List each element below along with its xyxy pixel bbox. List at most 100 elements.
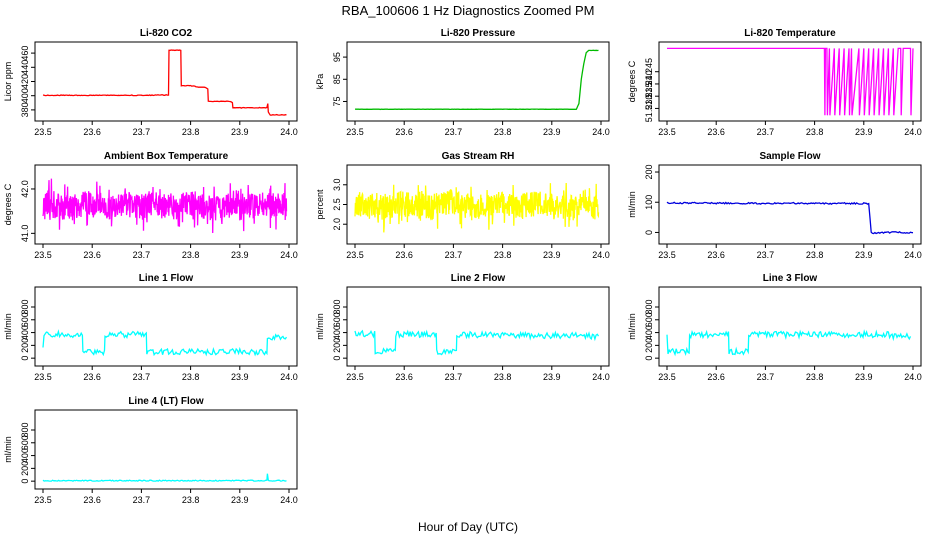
y-tick-label: 400 (20, 88, 30, 103)
panel-7: Line 1 Flow ml/min 23.5 23.6 23.7 23.8 23.9 24.… (3, 273, 298, 382)
x-tick-label: 23.5 (346, 372, 364, 382)
y-tick-label: 600 (332, 312, 342, 327)
y-axis-label: ml/min (3, 436, 13, 463)
x-tick-label: 23.6 (83, 495, 101, 505)
x-tick-label: 23.5 (658, 372, 676, 382)
x-tick-label: 23.6 (395, 127, 413, 137)
x-tick-label: 24.0 (592, 250, 610, 260)
y-tick-label: 800 (20, 422, 30, 437)
x-tick-label: 23.8 (182, 250, 200, 260)
y-tick-label: 400 (20, 448, 30, 463)
x-tick-label: 23.9 (231, 372, 249, 382)
x-tick-label: 23.8 (494, 127, 512, 137)
panel-title: Li-820 CO2 (140, 28, 193, 39)
x-tick-label: 23.6 (707, 250, 725, 260)
panel-2: Li-820 Pressure kPa 23.5 23.6 23.7 23.8 23.9 24… (315, 28, 610, 137)
y-tick-label: 51.230 (644, 95, 654, 123)
panel-title: Line 4 (LT) Flow (128, 396, 204, 407)
x-tick-label: 24.0 (280, 250, 298, 260)
y-tick-label: 800 (332, 299, 342, 314)
x-tick-label: 23.8 (182, 372, 200, 382)
y-axis-label: percent (315, 189, 325, 220)
y-tick-label: 2.0 (332, 218, 342, 231)
x-tick-label: 23.5 (34, 372, 52, 382)
panel-4: Ambient Box Temperature degrees C 23.5 23.6… (3, 151, 298, 260)
series-line (42, 473, 287, 482)
plot-frame (346, 286, 610, 367)
y-tick-label: 0 (20, 356, 30, 361)
y-tick-label: 200 (20, 338, 30, 353)
plot-frame (658, 41, 922, 122)
x-tick-label: 24.0 (280, 127, 298, 137)
x-tick-label: 23.6 (83, 372, 101, 382)
plot-frame (658, 286, 922, 367)
panel-10: Line 4 (LT) Flow ml/min 23.5 23.6 23.7 23.8 23… (3, 396, 298, 505)
x-tick-label: 23.9 (855, 250, 873, 260)
y-axis-label: degrees C (627, 60, 637, 102)
x-tick-label: 23.8 (182, 495, 200, 505)
y-tick-label: 440 (20, 60, 30, 75)
figure-title: RBA_100606 1 Hz Diagnostics Zoomed PM (342, 3, 595, 18)
panel-title: Gas Stream RH (442, 151, 515, 162)
x-tick-label: 23.5 (658, 127, 676, 137)
x-tick-label: 23.7 (133, 372, 151, 382)
x-tick-label: 23.9 (231, 127, 249, 137)
x-tick-label: 23.7 (757, 250, 775, 260)
y-tick-label: 600 (20, 435, 30, 450)
x-tick-label: 23.9 (855, 127, 873, 137)
series-line (42, 49, 287, 116)
x-tick-label: 23.5 (34, 495, 52, 505)
series-line (42, 178, 288, 234)
y-tick-label: 3.0 (332, 179, 342, 192)
y-tick-label: 95 (332, 52, 342, 62)
x-tick-label: 23.5 (346, 250, 364, 260)
x-tick-label: 23.8 (494, 372, 512, 382)
x-tick-label: 24.0 (592, 127, 610, 137)
x-tick-label: 23.7 (133, 495, 151, 505)
x-tick-label: 23.6 (83, 250, 101, 260)
y-tick-label: 2.5 (332, 198, 342, 211)
x-tick-label: 23.7 (757, 127, 775, 137)
x-tick-label: 23.7 (445, 127, 463, 137)
y-tick-label: 800 (644, 299, 654, 314)
x-tick-label: 23.9 (231, 495, 249, 505)
plot-frame (34, 409, 298, 490)
x-tick-label: 23.7 (445, 372, 463, 382)
y-tick-label: 460 (20, 46, 30, 61)
y-tick-label: 75 (332, 96, 342, 106)
x-tick-label: 23.5 (34, 127, 52, 137)
panel-title: Li-820 Temperature (744, 28, 836, 39)
x-tick-label: 23.6 (395, 250, 413, 260)
panel-title: Line 1 Flow (139, 273, 194, 284)
x-tick-label: 23.9 (543, 127, 561, 137)
y-axis-label: ml/min (627, 313, 637, 340)
panel-title: Line 2 Flow (451, 273, 506, 284)
figure-xlabel: Hour of Day (UTC) (418, 520, 518, 534)
x-tick-label: 24.0 (904, 372, 922, 382)
plot-frame (34, 286, 298, 367)
series-line (666, 329, 912, 357)
x-tick-label: 23.8 (182, 127, 200, 137)
x-tick-label: 23.8 (806, 127, 824, 137)
x-tick-label: 24.0 (904, 250, 922, 260)
y-axis-label: Licor ppm (3, 62, 13, 102)
x-tick-label: 23.6 (707, 127, 725, 137)
panel-3: Li-820 Temperature degrees C 23.5 23.6 23.7 2… (627, 28, 922, 137)
x-tick-label: 23.9 (855, 372, 873, 382)
series-line (666, 201, 914, 235)
x-tick-label: 23.6 (83, 127, 101, 137)
x-tick-label: 23.7 (757, 372, 775, 382)
x-tick-label: 23.6 (707, 372, 725, 382)
y-axis-label: ml/min (3, 313, 13, 340)
y-tick-label: 41.0 (20, 225, 30, 243)
series-line (354, 182, 600, 233)
x-tick-label: 23.8 (806, 250, 824, 260)
panel-6: Sample Flow ml/min 23.5 23.6 23.7 23.8 23.9 24.… (627, 151, 922, 260)
y-tick-label: 400 (20, 325, 30, 340)
x-tick-label: 23.8 (806, 372, 824, 382)
y-tick-label: 600 (644, 312, 654, 327)
x-tick-label: 23.7 (133, 127, 151, 137)
y-tick-label: 200 (20, 461, 30, 476)
y-axis-label: ml/min (315, 313, 325, 340)
y-tick-label: 51.245 (644, 58, 654, 86)
